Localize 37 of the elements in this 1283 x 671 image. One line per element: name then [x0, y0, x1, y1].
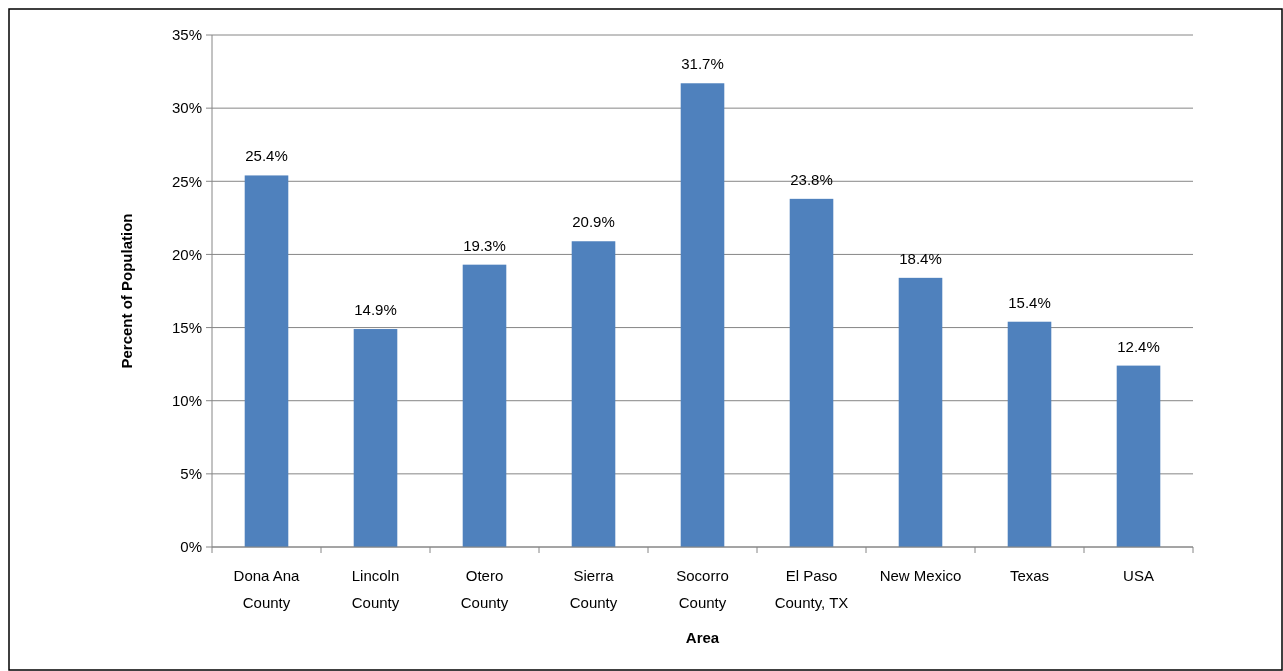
- y-tick-label: 0%: [180, 538, 202, 556]
- y-axis-title: Percent of Population: [118, 213, 135, 369]
- y-tick-label: 20%: [171, 245, 202, 263]
- data-label: 20.9%: [572, 213, 615, 231]
- bar: [898, 277, 943, 547]
- data-label: 23.8%: [790, 170, 833, 188]
- x-axis-title: Area: [685, 629, 720, 646]
- y-tick-label: 25%: [171, 172, 202, 190]
- y-tick-label: 15%: [171, 318, 202, 336]
- x-tick-label: USA: [1123, 567, 1154, 584]
- x-tick-label: Otero County: [460, 567, 509, 611]
- data-label: 12.4%: [1117, 337, 1160, 355]
- x-tick-label: El Paso County, TX: [774, 567, 849, 611]
- data-label: 31.7%: [681, 55, 724, 73]
- x-tick-label: Texas: [1009, 567, 1050, 584]
- bar: [1116, 365, 1161, 547]
- x-tick-label: New Mexico: [879, 567, 962, 584]
- data-label: 15.4%: [1008, 293, 1051, 311]
- y-tick-label: 5%: [180, 465, 202, 483]
- y-tick-label: 30%: [171, 99, 202, 117]
- data-label: 25.4%: [245, 147, 288, 165]
- data-label: 19.3%: [463, 236, 506, 254]
- bar: [244, 175, 289, 547]
- bar: [462, 264, 507, 547]
- x-tick-label: Sierra County: [569, 567, 618, 611]
- y-tick-label: 10%: [171, 391, 202, 409]
- data-label: 18.4%: [899, 249, 942, 267]
- y-tick-label: 35%: [171, 26, 202, 44]
- bar: [680, 83, 725, 547]
- bar: [1007, 321, 1052, 547]
- x-tick-label: Lincoln County: [351, 567, 400, 611]
- data-label: 14.9%: [354, 301, 397, 319]
- x-tick-label: Socorro County: [676, 567, 729, 611]
- bar: [353, 329, 398, 547]
- bar: [571, 241, 616, 547]
- bar: [789, 198, 834, 547]
- x-tick-label: Dona Ana County: [233, 567, 301, 611]
